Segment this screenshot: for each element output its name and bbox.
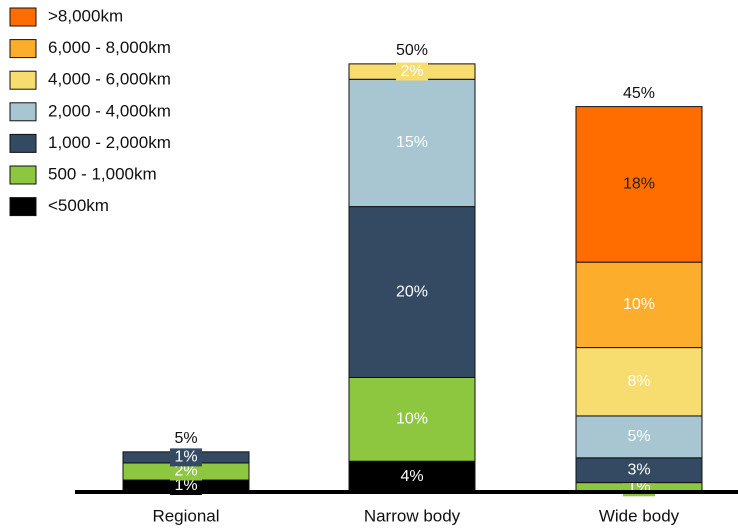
bar-segment	[348, 206, 476, 378]
legend-swatch	[9, 39, 37, 59]
value-label: 3%	[627, 461, 650, 478]
x-tick-label: Narrow body	[364, 506, 461, 525]
legend-label: >8,000km	[48, 6, 123, 25]
total-label: 5%	[174, 430, 197, 447]
value-label: 1%	[174, 477, 197, 494]
legend-label: 1,000 - 2,000km	[48, 133, 171, 152]
value-label: 20%	[396, 283, 428, 300]
value-label: 2%	[400, 63, 423, 80]
value-label: 18%	[623, 176, 655, 193]
label-bg	[170, 462, 202, 481]
legend-swatch	[9, 70, 37, 90]
legend-label: 500 - 1,000km	[48, 164, 157, 183]
value-label: 10%	[623, 296, 655, 313]
value-label: 10%	[396, 411, 428, 428]
bar-segment	[348, 460, 476, 493]
legend-swatch	[9, 165, 37, 185]
x-tick-label: Wide body	[599, 506, 680, 525]
bar-segment	[575, 457, 703, 484]
legend-label: 2,000 - 4,000km	[48, 101, 171, 120]
legend-swatch	[9, 102, 37, 122]
bar-segment	[575, 347, 703, 417]
value-label: 15%	[396, 134, 428, 151]
legend-label: <500km	[48, 196, 109, 215]
value-label: 4%	[400, 468, 423, 485]
x-tick-label: Regional	[152, 506, 219, 525]
bar-segment	[575, 415, 703, 459]
bar-segment	[575, 106, 703, 263]
bar-segment	[575, 261, 703, 349]
legend-swatch	[9, 133, 37, 153]
value-label: 1%	[174, 449, 197, 466]
bar-segment	[348, 78, 476, 208]
legend-label: 6,000 - 8,000km	[48, 38, 171, 57]
value-label: 2%	[174, 463, 197, 480]
value-label: 8%	[627, 373, 650, 390]
value-label: 5%	[627, 428, 650, 445]
legend-label: 4,000 - 6,000km	[48, 70, 171, 89]
legend-swatch	[9, 197, 37, 217]
legend-swatch	[9, 7, 37, 27]
total-label: 50%	[396, 42, 428, 59]
label-bg	[396, 62, 428, 81]
label-bg	[170, 448, 202, 467]
total-label: 45%	[623, 85, 655, 102]
